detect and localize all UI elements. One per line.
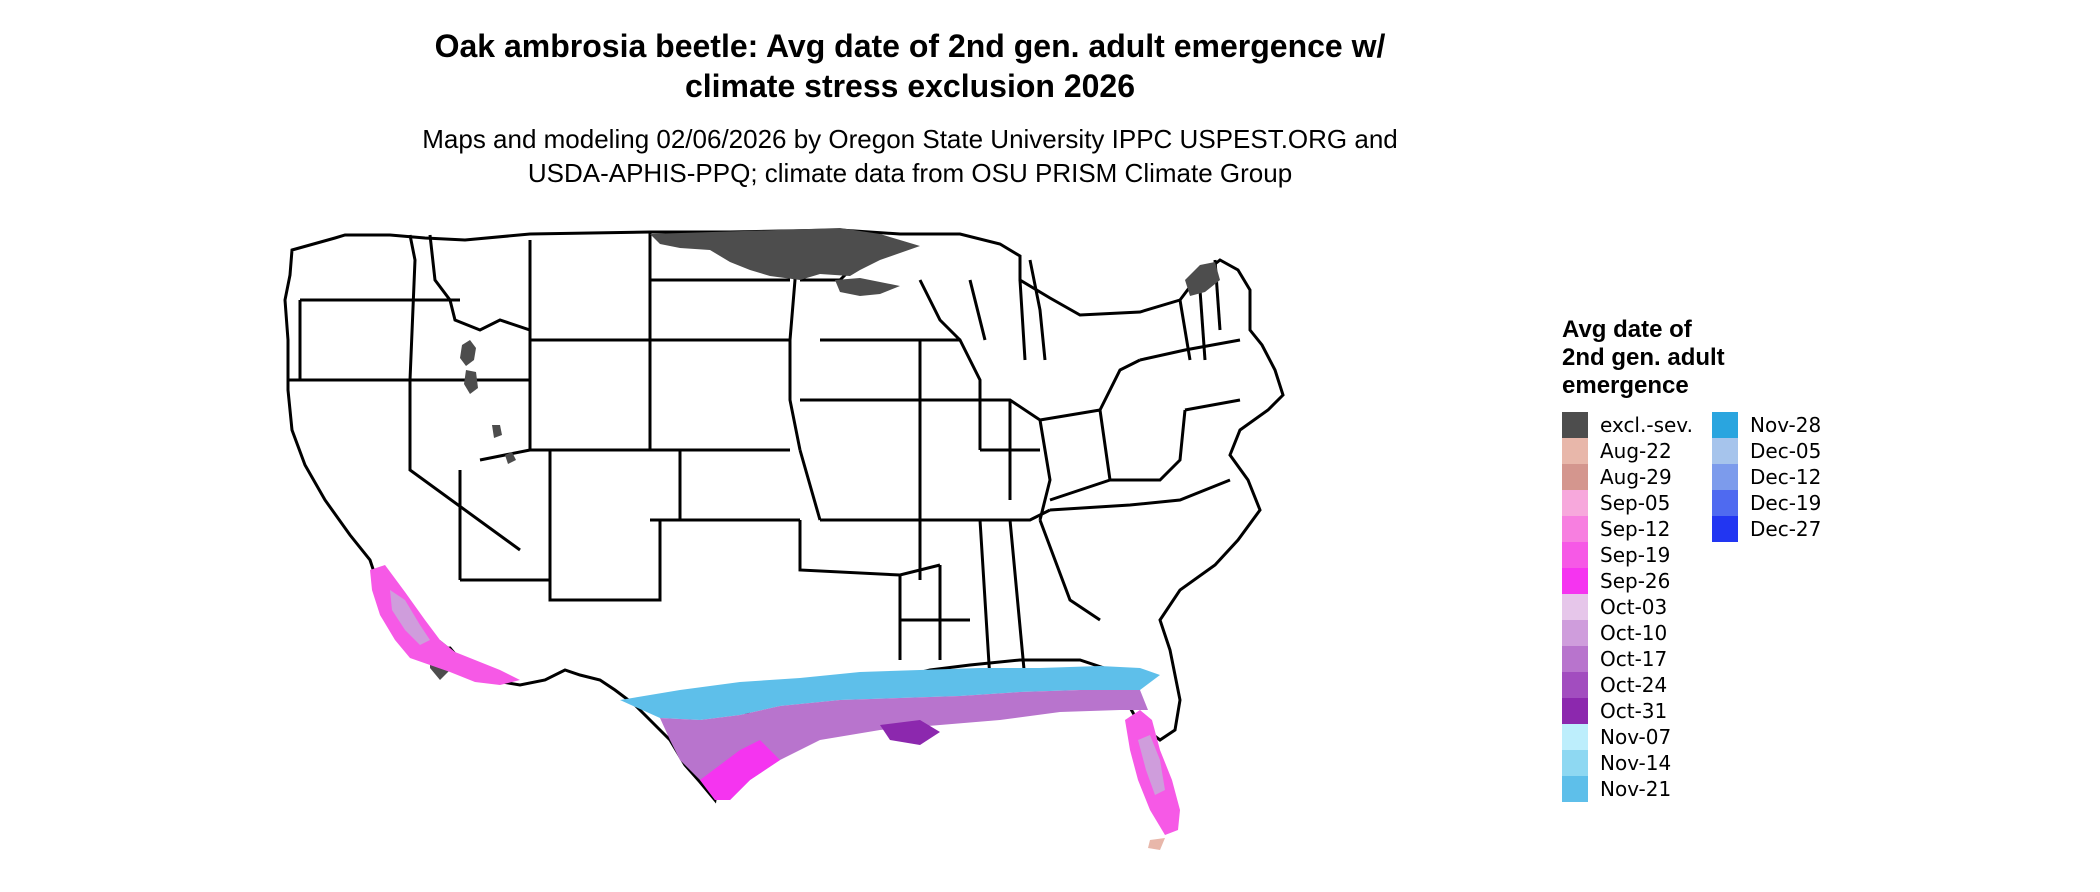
map-title-line-2: climate stress exclusion 2026	[684, 68, 1136, 104]
legend-swatch	[1562, 750, 1588, 776]
legend-swatch	[1562, 646, 1588, 672]
legend-label: Oct-24	[1600, 673, 1668, 697]
legend-swatch	[1562, 568, 1588, 594]
legend-item: Sep-26	[1562, 568, 1670, 594]
legend-swatch	[1712, 490, 1738, 516]
legend-swatch	[1712, 516, 1738, 542]
legend-label: Oct-17	[1600, 647, 1668, 671]
legend-swatch	[1562, 776, 1588, 802]
map-subtitle-line-2: USDA-APHIS-PPQ; climate data from OSU PR…	[527, 158, 1293, 188]
southwest-emergence-band	[370, 565, 520, 685]
legend-label: Sep-19	[1600, 543, 1671, 567]
legend-label: Nov-28	[1750, 413, 1822, 437]
legend-item: Oct-17	[1562, 646, 1667, 672]
legend-swatch	[1712, 464, 1738, 490]
legend-item: Dec-19	[1712, 490, 1821, 516]
legend-item: Dec-05	[1712, 438, 1821, 464]
legend-label: Sep-12	[1600, 517, 1671, 541]
legend-item: Aug-22	[1562, 438, 1672, 464]
legend-swatch	[1562, 464, 1588, 490]
legend-label: Dec-12	[1750, 465, 1822, 489]
legend-item: Aug-29	[1562, 464, 1672, 490]
legend-item: Oct-10	[1562, 620, 1667, 646]
legend-item: Nov-14	[1562, 750, 1671, 776]
legend-swatch	[1562, 724, 1588, 750]
legend-title-line-3: emergence	[1562, 372, 1689, 399]
legend-item: Sep-12	[1562, 516, 1670, 542]
legend-item: Nov-07	[1562, 724, 1671, 750]
legend-label: Sep-26	[1600, 569, 1671, 593]
state-boundaries	[288, 229, 1241, 681]
legend-label: excl.-sev.	[1600, 413, 1693, 437]
legend-item: Sep-19	[1562, 542, 1670, 568]
legend-label: Oct-03	[1600, 595, 1668, 619]
legend-label: Aug-22	[1600, 439, 1672, 463]
legend-swatch	[1562, 438, 1588, 464]
legend-item: Nov-28	[1712, 412, 1821, 438]
legend-swatch	[1712, 438, 1738, 464]
legend-label: Oct-31	[1600, 699, 1668, 723]
legend-item: Oct-03	[1562, 594, 1667, 620]
legend-label: Dec-19	[1750, 491, 1822, 515]
legend-swatch	[1562, 412, 1588, 438]
legend-item: Oct-24	[1562, 672, 1667, 698]
legend-label: Dec-27	[1750, 517, 1822, 541]
gulf-coast-emergence-bands	[620, 666, 1180, 850]
legend-swatch	[1562, 542, 1588, 568]
legend-swatch	[1562, 672, 1588, 698]
map-title-line-1: Oak ambrosia beetle: Avg date of 2nd gen…	[434, 28, 1386, 64]
legend-label: Dec-05	[1750, 439, 1822, 463]
legend-item: excl.-sev.	[1562, 412, 1693, 438]
legend-title-line-1: Avg date of	[1562, 316, 1692, 343]
legend-item: Dec-12	[1712, 464, 1821, 490]
legend-item: Oct-31	[1562, 698, 1667, 724]
legend-swatch	[1562, 698, 1588, 724]
legend-item: Nov-21	[1562, 776, 1671, 802]
legend-swatch	[1562, 620, 1588, 646]
legend-title: Avg date of 2nd gen. adult emergence	[1562, 316, 1782, 400]
legend-swatch	[1562, 594, 1588, 620]
legend-label: Sep-05	[1600, 491, 1671, 515]
us-map	[280, 220, 1480, 880]
legend-item: Sep-05	[1562, 490, 1670, 516]
legend-label: Nov-07	[1600, 725, 1672, 749]
legend-label: Nov-14	[1600, 751, 1672, 775]
legend-swatch	[1562, 490, 1588, 516]
legend-swatch	[1562, 516, 1588, 542]
legend-title-line-2: 2nd gen. adult	[1562, 344, 1725, 371]
legend-label: Oct-10	[1600, 621, 1668, 645]
legend-swatch	[1712, 412, 1738, 438]
legend-label: Aug-29	[1600, 465, 1672, 489]
map-subtitle-line-1: Maps and modeling 02/06/2026 by Oregon S…	[422, 124, 1398, 154]
legend-item: Dec-27	[1712, 516, 1821, 542]
legend-label: Nov-21	[1600, 777, 1672, 801]
